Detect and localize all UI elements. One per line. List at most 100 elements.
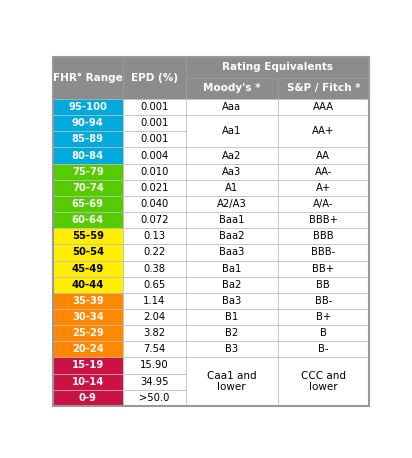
Bar	[278, 147, 369, 164]
Text: 15-19: 15-19	[72, 360, 104, 371]
Text: 15.90: 15.90	[140, 360, 169, 371]
Bar	[123, 293, 186, 309]
Bar	[123, 245, 186, 261]
Text: S&P / Fitch *: S&P / Fitch *	[287, 83, 360, 93]
Bar	[186, 261, 278, 277]
Bar	[278, 115, 369, 147]
Bar	[123, 131, 186, 147]
Text: 95-100: 95-100	[68, 102, 107, 112]
Bar	[278, 196, 369, 212]
Text: 30-34: 30-34	[72, 312, 104, 322]
Bar	[278, 293, 369, 309]
Text: BBB: BBB	[313, 231, 334, 241]
Bar	[53, 325, 123, 341]
Bar	[278, 277, 369, 293]
Bar	[186, 212, 278, 228]
Text: 70-74: 70-74	[72, 183, 104, 193]
Text: AA+: AA+	[312, 126, 335, 136]
Bar	[186, 196, 278, 212]
Bar	[123, 147, 186, 164]
Bar	[53, 390, 123, 406]
Text: 0.38: 0.38	[143, 264, 165, 273]
Text: >50.0: >50.0	[139, 393, 169, 403]
Bar	[53, 261, 123, 277]
Text: Baa3: Baa3	[219, 247, 244, 257]
Bar	[123, 57, 186, 99]
Bar	[278, 325, 369, 341]
Text: 50-54: 50-54	[72, 247, 104, 257]
Bar	[123, 261, 186, 277]
Text: 1.14: 1.14	[143, 296, 165, 306]
Bar	[53, 245, 123, 261]
Bar	[123, 341, 186, 357]
Bar	[186, 115, 278, 147]
Text: B3: B3	[225, 344, 238, 354]
Bar	[278, 78, 369, 99]
Bar	[278, 309, 369, 325]
Text: FHR° Range: FHR° Range	[53, 73, 123, 83]
Bar	[278, 341, 369, 357]
Text: 0.65: 0.65	[143, 280, 165, 290]
Text: 0.004: 0.004	[140, 151, 169, 161]
Bar	[123, 390, 186, 406]
Bar	[53, 341, 123, 357]
Text: 0.001: 0.001	[140, 118, 169, 128]
Text: Rating Equivalents: Rating Equivalents	[222, 62, 333, 72]
Bar	[186, 325, 278, 341]
Text: 85-89: 85-89	[72, 134, 104, 144]
Bar	[186, 293, 278, 309]
Text: 75-79: 75-79	[72, 167, 104, 177]
Text: Ba1: Ba1	[222, 264, 241, 273]
Bar	[278, 228, 369, 245]
Bar	[278, 212, 369, 228]
Bar	[278, 245, 369, 261]
Text: 25-29: 25-29	[72, 328, 104, 338]
Bar	[186, 357, 278, 406]
Bar	[53, 164, 123, 180]
Text: 60-64: 60-64	[72, 215, 104, 225]
Text: A1: A1	[225, 183, 238, 193]
Bar	[123, 196, 186, 212]
Bar	[186, 309, 278, 325]
Text: EPD (%): EPD (%)	[131, 73, 178, 83]
Bar	[278, 99, 369, 115]
Text: Baa1: Baa1	[219, 215, 244, 225]
Bar	[278, 261, 369, 277]
Bar	[53, 196, 123, 212]
Text: B: B	[320, 328, 327, 338]
Text: 40-44: 40-44	[72, 280, 104, 290]
Text: B+: B+	[316, 312, 331, 322]
Text: 0.001: 0.001	[140, 134, 169, 144]
Text: BBB+: BBB+	[309, 215, 338, 225]
Bar	[123, 99, 186, 115]
Bar	[123, 357, 186, 374]
Text: 0.13: 0.13	[143, 231, 165, 241]
Text: Moody's *: Moody's *	[203, 83, 260, 93]
Bar	[53, 228, 123, 245]
Text: Caa1 and
lower: Caa1 and lower	[207, 371, 257, 393]
Text: 10-14: 10-14	[72, 376, 104, 387]
Text: AA: AA	[316, 151, 330, 161]
Text: AAA: AAA	[313, 102, 334, 112]
Bar	[186, 228, 278, 245]
Bar	[123, 325, 186, 341]
Bar	[53, 115, 123, 131]
Bar	[186, 147, 278, 164]
Text: 0.22: 0.22	[143, 247, 165, 257]
Text: 0.021: 0.021	[140, 183, 169, 193]
Bar	[53, 99, 123, 115]
Bar	[186, 245, 278, 261]
Text: 2.04: 2.04	[143, 312, 165, 322]
Text: 80-84: 80-84	[72, 151, 104, 161]
Text: BB: BB	[316, 280, 330, 290]
Text: A+: A+	[316, 183, 331, 193]
Text: B2: B2	[225, 328, 238, 338]
Bar	[186, 164, 278, 180]
Bar	[186, 78, 278, 99]
Text: Aa3: Aa3	[222, 167, 241, 177]
Text: 34.95: 34.95	[140, 376, 169, 387]
Text: 0.001: 0.001	[140, 102, 169, 112]
Text: 35-39: 35-39	[72, 296, 104, 306]
Text: BBB-: BBB-	[311, 247, 335, 257]
Text: 0-9: 0-9	[79, 393, 97, 403]
